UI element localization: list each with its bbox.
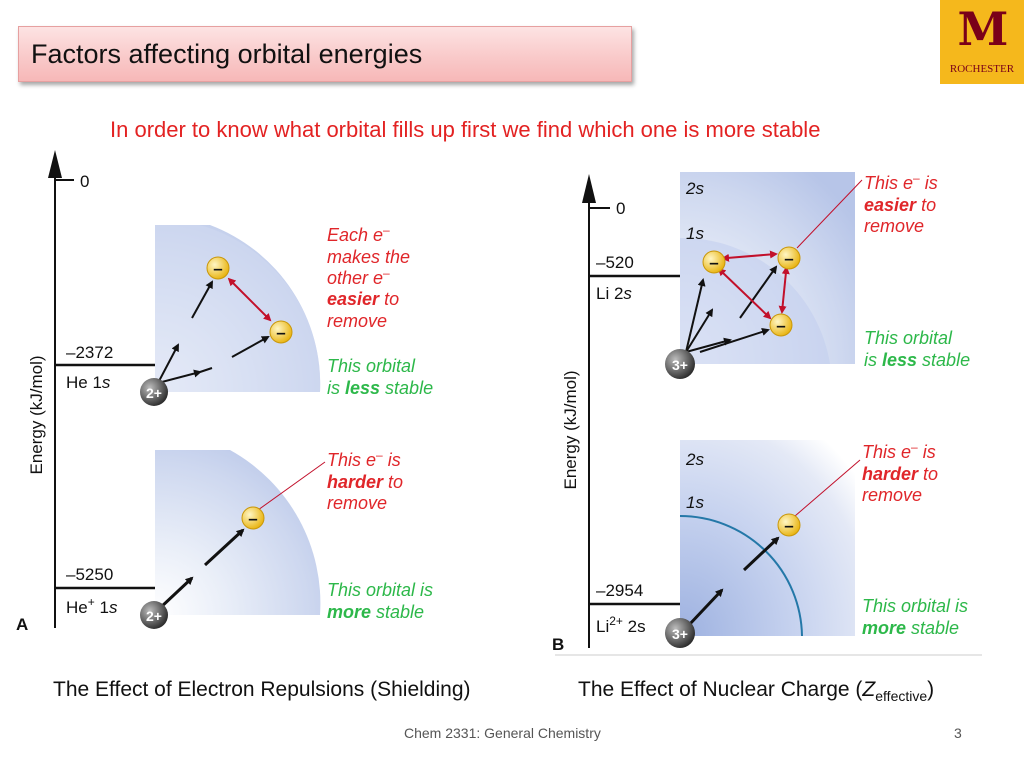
removal-line [796,179,863,249]
electron-icon [241,506,265,530]
repulsion-arrow [721,250,778,262]
panel-a: 0 Energy (kJ/mol) A –2372 He 1s – – 2+ E… [16,150,438,634]
nucleus-icon [140,378,168,406]
he-ion-species-label: He+ 1s [66,595,118,617]
slide-title-box: Factors affecting orbital energies [18,26,632,82]
panel-a-y-axis-label: Energy (kJ/mol) [27,355,46,474]
attraction-arrow [191,280,213,319]
repulsion-arrow [227,277,272,322]
electron-sign: – [248,509,257,528]
he-energy-label: –2372 [66,343,113,362]
panel-b: 0 Energy (kJ/mol) B 2s 1s –520 Li 2s – –… [552,171,982,656]
university-logo: M ROCHESTER [940,0,1024,84]
nucleus-charge: 2+ [146,608,162,624]
panel-a-corner-label: A [16,615,28,634]
attraction-arrow [685,278,706,353]
electron-sign: – [784,516,793,535]
logo-text: ROCHESTER [949,63,1015,75]
he-species-label: He 1s [66,373,111,392]
panel-a-zero-label: 0 [80,172,89,191]
li-energy-label: –520 [596,253,634,272]
electron-sign: – [776,316,785,335]
electron-icon [269,320,293,344]
slide-title: Factors affecting orbital energies [31,39,423,69]
he-ion-stability-note: This orbital is more stable [327,580,438,622]
attraction-arrow [685,308,714,353]
panel-b-corner-label: B [552,635,564,654]
panel-a-caption: The Effect of Electron Repulsions (Shiel… [53,678,471,701]
he-repulsion-note: Each e– makes the other e– easier to rem… [327,218,415,331]
attraction-arrow [157,369,202,384]
li-ion-2s-label: 2s [685,450,704,469]
attraction-arrow [699,328,770,353]
he-ion-removal-note: This e– is harder to remove [327,448,408,513]
li-ion-removal-note: This e– is harder to remove [862,440,943,505]
electron-icon [206,256,230,280]
electron-icon [702,250,726,274]
removal-line [794,459,861,517]
electron-sign: – [784,249,793,268]
nucleus-charge: 3+ [672,626,688,642]
attraction-arrow [199,367,213,373]
nucleus-icon [665,618,695,648]
page-number: 3 [954,725,962,741]
li-ion-1s-label: 1s [686,493,704,512]
li-1s-label: 1s [686,224,704,243]
li-species-label: Li 2s [596,284,632,303]
panel-b-zero-label: 0 [616,199,625,218]
attraction-arrow [158,576,194,610]
nucleus-icon [140,601,168,629]
footer-text: Chem 2331: General Chemistry [404,725,601,741]
electron-sign: – [276,323,285,342]
he-stability-note: This orbital is less stable [327,356,433,398]
slide-subtitle: In order to know what orbital fills up f… [110,117,821,142]
repulsion-arrow [717,267,772,320]
repulsion-arrow [778,266,790,314]
nucleus-icon [665,349,695,379]
li-ion-stability-note: This orbital is more stable [862,596,973,638]
attraction-arrow [685,337,732,353]
panel-a-axis-arrow-icon [48,150,62,178]
li-stability-note: This orbital is less stable [864,328,970,370]
nucleus-charge: 3+ [672,357,688,373]
panel-b-y-axis-label: Energy (kJ/mol) [561,370,580,489]
electron-icon [777,513,801,537]
removal-line [257,461,326,511]
electron-icon [777,246,801,270]
attraction-arrow [686,588,724,628]
li-ion-species-label: Li2+ 2s [596,614,646,636]
electron-icon [769,313,793,337]
he-ion-energy-label: –5250 [66,565,113,584]
nucleus-charge: 2+ [146,385,162,401]
panel-b-axis-arrow-icon [582,174,596,203]
block-m-icon: M [957,2,1009,56]
li-ion-energy-label: –2954 [596,581,643,600]
attraction-arrow [231,336,270,358]
he-orbital-shade [155,225,321,392]
li-2s-label: 2s [685,179,704,198]
electron-sign: – [709,253,718,272]
attraction-arrow [742,536,780,572]
panel-b-caption: The Effect of Nuclear Charge (Zeffective… [578,678,935,705]
li-removal-note: This e– is easier to remove [864,171,943,236]
attraction-arrow [203,528,245,567]
attraction-arrow [157,343,179,384]
electron-sign: – [213,259,222,278]
